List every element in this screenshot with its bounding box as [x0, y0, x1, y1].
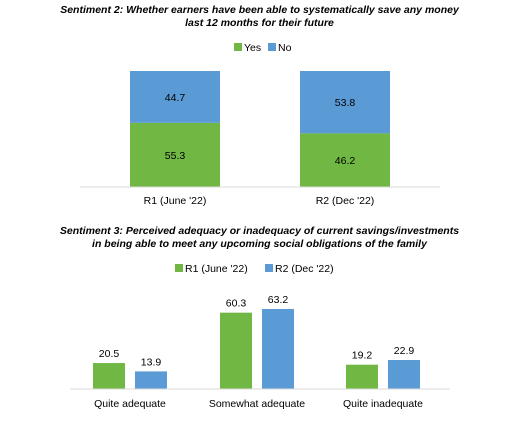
chart-1-data-label-no-r2-dec-22: 53.8 [335, 97, 356, 109]
chart-2-title-line-1: Sentiment 3: Perceived adequacy or inade… [60, 225, 459, 237]
chart-2-data-label-r2-dec-22-quite-adequate: 13.9 [141, 356, 162, 368]
chart-1-legend-swatch-yes [234, 43, 242, 51]
chart-1-title-line-2: last 12 months for their future [185, 17, 334, 29]
chart-2-bar-r2-dec-22-quite-adequate [135, 371, 167, 389]
chart-2-category-label-quite-adequate: Quite adequate [94, 398, 166, 410]
chart-2-legend-label-r2: R2 (Dec '22) [275, 263, 334, 275]
chart-1-legend: Yes No [234, 42, 292, 54]
chart-2-bars: 20.5 13.9 60.3 63.2 19.2 22.9 [93, 294, 420, 389]
chart-2-data-label-r1-june-22-quite-adequate: 20.5 [99, 348, 120, 360]
chart-2-legend: R1 (June '22) R2 (Dec '22) [175, 263, 334, 275]
chart-2-bar-r1-june-22-quite-adequate [93, 363, 125, 389]
chart-2-bar-r1-june-22-somewhat-adequate [220, 312, 252, 389]
chart-2-category-label-somewhat-adequate: Somewhat adequate [209, 398, 305, 410]
chart-1-bar-no-r2-dec-22 [300, 71, 390, 134]
chart-1-data-label-no-r1-june-22: 44.7 [165, 92, 186, 104]
chart-sentiment-3: Sentiment 3: Perceived adequacy or inade… [60, 225, 459, 410]
chart-1-bar-yes-r1-june-22 [130, 122, 220, 187]
chart-2-bar-r1-june-22-quite-inadequate [346, 364, 378, 389]
chart-2-data-label-r2-dec-22-quite-inadequate: 22.9 [394, 345, 415, 357]
chart-2-bar-r2-dec-22-somewhat-adequate [262, 309, 294, 389]
chart-1-category-label-r1: R1 (June '22) [144, 195, 207, 207]
chart-1-bars: 55.3 44.7 46.2 53.8 [130, 71, 390, 187]
chart-sentiment-2: Sentiment 2: Whether earners have been a… [60, 4, 460, 207]
chart-2-legend-swatch-r1 [175, 264, 183, 272]
chart-2-data-label-r1-june-22-quite-inadequate: 19.2 [352, 350, 373, 362]
chart-1-category-label-r2: R2 (Dec '22) [316, 195, 375, 207]
chart-1-legend-label-no: No [278, 42, 292, 54]
chart-1-title-line-1: Sentiment 2: Whether earners have been a… [60, 4, 460, 16]
chart-2-legend-swatch-r2 [265, 264, 273, 272]
chart-2-category-label-quite-inadequate: Quite inadequate [343, 398, 423, 410]
chart-1-data-label-yes-r1-june-22: 55.3 [165, 150, 186, 162]
chart-2-title-line-2: in being able to meet any upcoming socia… [92, 238, 428, 250]
chart-1-legend-label-yes: Yes [244, 42, 261, 54]
chart-1-legend-swatch-no [268, 43, 276, 51]
chart-2-data-label-r1-june-22-somewhat-adequate: 60.3 [226, 298, 247, 310]
chart-2-legend-label-r1: R1 (June '22) [185, 263, 248, 275]
chart-1-data-label-yes-r2-dec-22: 46.2 [335, 155, 356, 167]
chart-2-bar-r2-dec-22-quite-inadequate [388, 360, 420, 389]
chart-2-data-label-r2-dec-22-somewhat-adequate: 63.2 [268, 294, 289, 306]
chart-1-bar-yes-r2-dec-22 [300, 133, 390, 187]
chart-1-bar-no-r1-june-22 [130, 71, 220, 123]
